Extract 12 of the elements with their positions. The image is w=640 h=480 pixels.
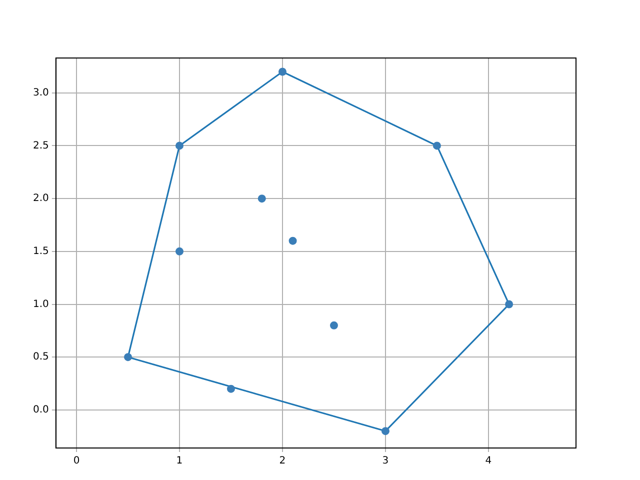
y-tick-label: 0.5 [32, 352, 49, 363]
x-tick-label: 4 [485, 456, 492, 467]
y-tick-label: 3.0 [32, 87, 49, 98]
x-tick-label: 0 [73, 456, 80, 467]
x-tick-label: 2 [279, 456, 286, 467]
y-tick-label: 1.5 [32, 246, 49, 258]
y-tick-label: 0.0 [32, 404, 49, 416]
x-tick-label: 1 [176, 456, 183, 467]
y-tick-label: 2.5 [32, 140, 49, 152]
x-tick-label: 3 [382, 456, 389, 467]
y-tick-label: 2.0 [32, 193, 49, 204]
y-tick-label: 1.0 [32, 298, 49, 310]
